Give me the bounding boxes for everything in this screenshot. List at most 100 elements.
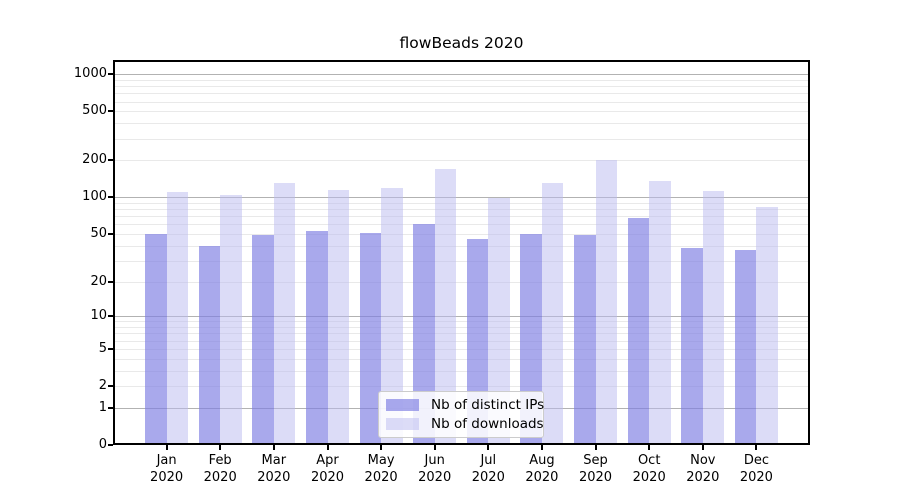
y-gridline-minor [113, 333, 810, 335]
y-gridline-minor [113, 281, 810, 283]
y-gridline-minor [113, 370, 810, 372]
x-tick-label-apr: Apr 2020 [310, 453, 345, 485]
bar-distinct-ips-may [359, 232, 382, 445]
bar-distinct-ips-dec [734, 249, 757, 445]
y-gridline-minor [113, 202, 810, 204]
bar-downloads-mar [273, 183, 296, 445]
x-tick-label-oct: Oct 2020 [632, 453, 666, 485]
y-tick [108, 280, 113, 283]
y-tick-label: 10 [90, 308, 107, 324]
y-tick [108, 232, 113, 235]
y-tick-label: 0 [98, 437, 107, 452]
x-tick [272, 445, 275, 450]
bar-downloads-oct [649, 181, 671, 445]
legend-item-distinct-ips: Nb of distinct IPs [386, 395, 544, 415]
y-tick-label: 100 [82, 189, 107, 205]
bar-distinct-ips-sep [574, 235, 596, 445]
bar-distinct-ips-nov [681, 248, 703, 445]
y-tick [108, 159, 113, 162]
y-gridline-minor [113, 123, 810, 125]
y-gridline-minor [113, 224, 810, 226]
bar-downloads-sep [595, 160, 617, 445]
y-gridline-minor [113, 86, 810, 87]
y-tick [108, 406, 113, 409]
legend-label-downloads: Nb of downloads [431, 416, 544, 433]
x-tick-label-aug: Aug 2020 [525, 453, 559, 485]
legend-label-distinct-ips: Nb of distinct IPs [431, 396, 545, 413]
bar-distinct-ips-oct [627, 217, 650, 445]
x-tick-label-jan: Jan 2020 [150, 453, 184, 485]
bar-distinct-ips-jun [413, 224, 435, 445]
x-tick [540, 445, 543, 450]
x-tick-label-may: May 2020 [364, 453, 398, 485]
x-tick [326, 445, 329, 450]
bar-downloads-jul [488, 198, 510, 445]
bar-downloads-feb [220, 194, 242, 445]
y-gridline-major [113, 74, 810, 76]
y-tick [108, 385, 113, 387]
x-tick-label-dec: Dec 2020 [739, 453, 773, 485]
y-gridline-minor [113, 233, 810, 235]
legend-swatch-downloads [386, 418, 419, 431]
plot-area [113, 60, 810, 445]
y-gridline-minor [113, 386, 810, 387]
x-tick-label-sep: Sep 2020 [578, 453, 613, 485]
y-gridline-minor [113, 209, 810, 211]
y-tick-label: 5 [98, 340, 107, 356]
bar-downloads-jun [434, 168, 457, 445]
y-gridline-major [113, 197, 810, 199]
x-tick-label-jul: Jul 2020 [471, 453, 505, 485]
x-tick-label-jun: Jun 2020 [418, 453, 452, 485]
x-tick-label-nov: Nov 2020 [686, 453, 720, 485]
y-gridline-minor [113, 348, 810, 350]
y-tick-label: 1000 [73, 66, 107, 82]
bar-distinct-ips-mar [252, 235, 274, 445]
y-tick [108, 110, 113, 113]
y-tick [108, 196, 113, 199]
bar-downloads-jan [166, 192, 189, 445]
x-tick [594, 445, 597, 450]
bar-downloads-dec [756, 207, 778, 445]
x-tick [755, 445, 758, 450]
y-gridline-minor [113, 216, 810, 218]
bar-downloads-apr [327, 189, 349, 445]
y-gridline-minor [113, 160, 810, 162]
y-tick-label: 50 [90, 225, 107, 241]
bar-distinct-ips-feb [198, 245, 221, 445]
x-tick [433, 445, 436, 450]
y-tick-label: 2 [98, 378, 107, 393]
bar-distinct-ips-apr [306, 230, 328, 445]
x-tick-label-mar: Mar 2020 [257, 453, 291, 485]
chart-title: flowBeads 2020 [399, 34, 524, 52]
y-gridline-minor [113, 138, 810, 140]
y-tick-label: 1 [98, 399, 107, 415]
bar-distinct-ips-jan [145, 233, 167, 445]
y-gridline-minor [113, 111, 810, 113]
y-tick [108, 347, 113, 350]
x-tick [380, 445, 383, 450]
legend-item-downloads: Nb of downloads [386, 415, 544, 435]
legend: Nb of distinct IPs Nb of downloads [378, 391, 544, 438]
x-tick [487, 445, 490, 450]
y-gridline-minor [113, 260, 810, 262]
y-tick [108, 444, 113, 446]
x-tick-label-feb: Feb 2020 [203, 453, 237, 485]
bar-downloads-aug [541, 183, 564, 445]
y-gridline-minor [113, 101, 810, 103]
y-gridline-minor [113, 245, 810, 247]
y-gridline-minor [113, 79, 810, 81]
y-gridline-minor [113, 321, 810, 323]
x-tick [648, 445, 651, 450]
y-tick [108, 73, 113, 76]
y-tick-label: 500 [82, 103, 107, 119]
y-gridline-minor [113, 93, 810, 95]
y-tick [108, 315, 113, 318]
bar-downloads-nov [702, 191, 725, 445]
y-gridline-minor [113, 327, 810, 328]
x-tick [165, 445, 168, 450]
y-tick-label: 20 [90, 273, 107, 289]
bar-downloads-may [381, 187, 403, 445]
y-gridline-minor [113, 340, 810, 342]
legend-swatch-distinct-ips [386, 398, 419, 411]
